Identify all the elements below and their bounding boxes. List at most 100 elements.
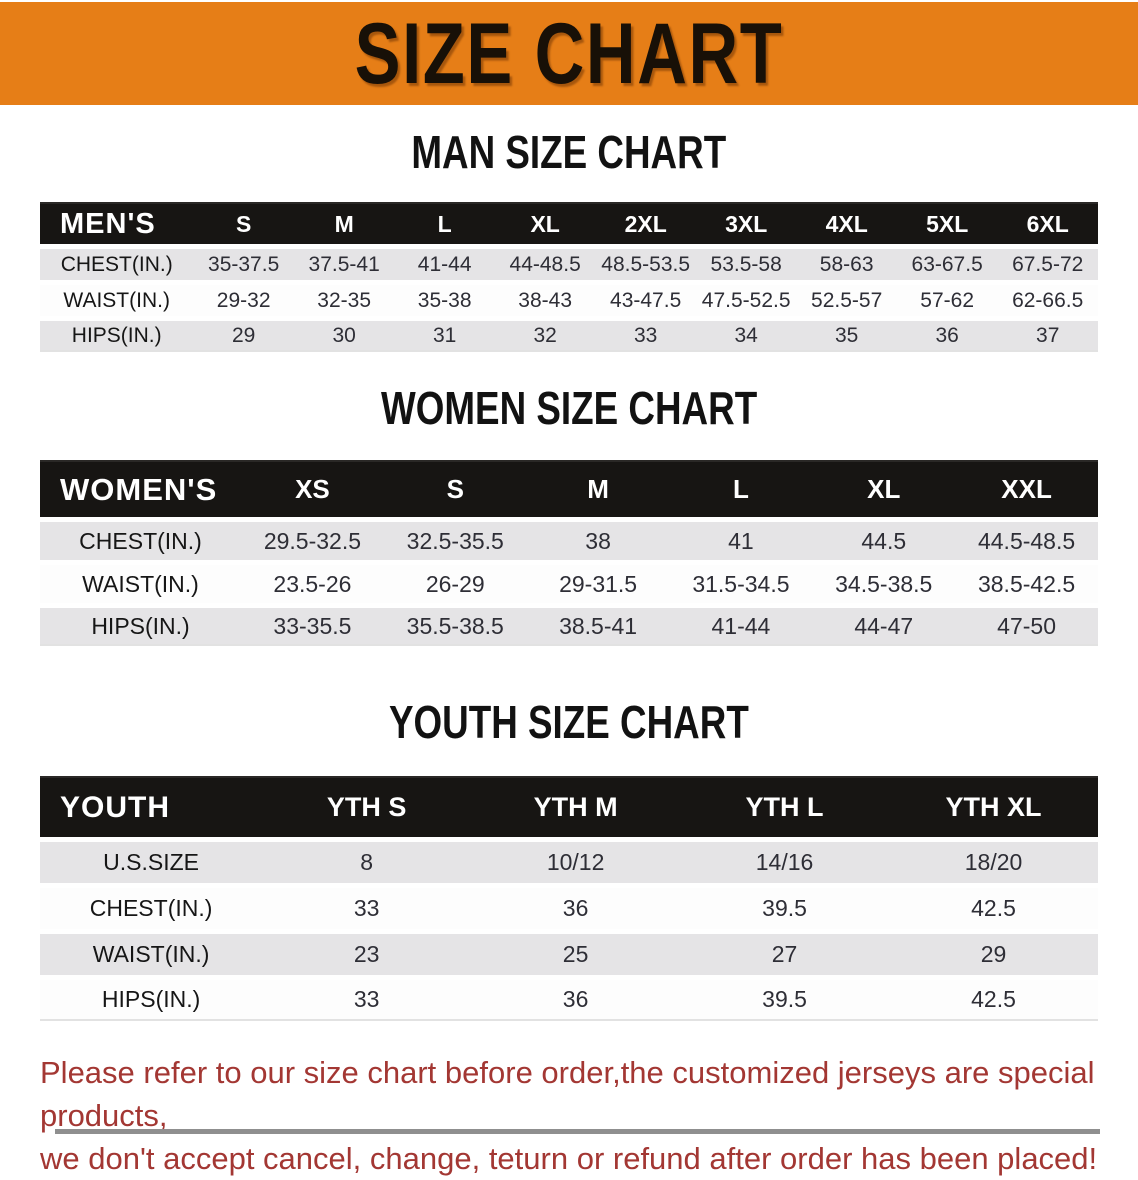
size-value-cell: 37 [997, 321, 1098, 352]
content: MAN SIZE CHART MEN'S S M L XL 2XL 3XL 4XL 5XL 6XL… [0, 129, 1138, 1180]
size-value-cell: 47-50 [955, 608, 1098, 646]
table-row: CHEST(IN.) 33 36 39.5 42.5 [40, 888, 1098, 929]
table-row: HIPS(IN.) 33-35.5 35.5-38.5 38.5-41 41-44 44-… [40, 608, 1098, 646]
table-group-label: WOMEN'S [40, 460, 242, 517]
size-value-cell: 67.5-72 [997, 249, 1098, 280]
size-column-header: M [526, 460, 670, 517]
row-label: WAIST(IN.) [40, 934, 263, 975]
row-label: CHEST(IN.) [40, 249, 194, 280]
size-value-cell: 39.5 [680, 888, 890, 929]
size-value-cell: 31.5-34.5 [669, 565, 813, 603]
table-group-label: MEN'S [40, 202, 194, 244]
size-column-header: XS [241, 460, 384, 517]
size-column-header: 4XL [796, 202, 897, 244]
table-row: U.S.SIZE 8 10/12 14/16 18/20 [40, 842, 1098, 883]
size-value-cell: 26-29 [383, 565, 527, 603]
size-value-cell: 23.5-26 [241, 565, 384, 603]
size-value-cell: 33 [262, 980, 472, 1021]
table-header-row: MEN'S S M L XL 2XL 3XL 4XL 5XL 6XL [40, 202, 1098, 244]
size-column-header: S [193, 202, 294, 244]
size-column-header: 2XL [595, 202, 696, 244]
size-value-cell: 27 [680, 934, 890, 975]
table-row: HIPS(IN.) 29 30 31 32 33 34 35 36 37 [40, 321, 1098, 352]
size-value-cell: 43-47.5 [595, 285, 696, 316]
size-value-cell: 30 [293, 321, 395, 352]
youth-size-chart-heading-text: YOUTH SIZE CHART [389, 696, 749, 748]
size-value-cell: 35-37.5 [193, 249, 294, 280]
table-header-row: WOMEN'S XS S M L XL XXL [40, 460, 1098, 517]
size-value-cell: 57-62 [896, 285, 998, 316]
size-value-cell: 35.5-38.5 [383, 608, 527, 646]
size-column-header: L [394, 202, 495, 244]
man-size-chart-heading-text: MAN SIZE CHART [411, 126, 727, 178]
size-value-cell: 39.5 [680, 980, 890, 1021]
size-column-header: YTH XL [889, 776, 1098, 837]
disclaimer-line-2: we don't accept cancel, change, teturn o… [40, 1140, 1098, 1176]
size-value-cell: 35 [796, 321, 897, 352]
size-value-cell: 25 [471, 934, 681, 975]
size-column-header: 6XL [997, 202, 1098, 244]
table-row: WAIST(IN.) 29-32 32-35 35-38 38-43 43-47.5 47.… [40, 285, 1098, 316]
row-label: WAIST(IN.) [40, 565, 242, 603]
size-value-cell: 18/20 [889, 842, 1098, 883]
size-value-cell: 34.5-38.5 [812, 565, 956, 603]
size-column-header: S [383, 460, 527, 517]
size-value-cell: 47.5-52.5 [695, 285, 797, 316]
size-value-cell: 41 [669, 522, 813, 560]
size-value-cell: 44-47 [812, 608, 956, 646]
row-label: HIPS(IN.) [40, 608, 242, 646]
size-value-cell: 38-43 [494, 285, 596, 316]
size-column-header: XL [812, 460, 956, 517]
size-column-header: 3XL [695, 202, 797, 244]
youth-size-chart-heading: YOUTH SIZE CHART [0, 699, 1138, 745]
size-column-header: XXL [955, 460, 1098, 517]
row-label: HIPS(IN.) [40, 321, 194, 352]
row-label: U.S.SIZE [40, 842, 263, 883]
row-label: WAIST(IN.) [40, 285, 194, 316]
women-size-section: WOMEN SIZE CHART WOMEN'S XS S M L XL XXL CHEST(… [0, 385, 1138, 651]
size-column-header: XL [494, 202, 596, 244]
table-row: WAIST(IN.) 23.5-26 26-29 29-31.5 31.5-34.5 34… [40, 565, 1098, 603]
table-row: WAIST(IN.) 23 25 27 29 [40, 934, 1098, 975]
size-value-cell: 35-38 [394, 285, 495, 316]
size-value-cell: 38 [526, 522, 670, 560]
size-value-cell: 23 [262, 934, 472, 975]
size-value-cell: 48.5-53.5 [595, 249, 696, 280]
table-row: HIPS(IN.) 33 36 39.5 42.5 [40, 980, 1098, 1021]
size-value-cell: 33 [595, 321, 696, 352]
size-value-cell: 36 [471, 980, 681, 1021]
size-value-cell: 62-66.5 [997, 285, 1098, 316]
size-column-header: L [669, 460, 813, 517]
row-label: CHEST(IN.) [40, 888, 263, 929]
size-value-cell: 14/16 [680, 842, 890, 883]
size-value-cell: 33 [262, 888, 472, 929]
size-value-cell: 42.5 [889, 888, 1098, 929]
size-value-cell: 36 [471, 888, 681, 929]
disclaimer-line-1: Please refer to our size chart before or… [40, 1055, 1095, 1133]
size-value-cell: 32 [494, 321, 596, 352]
size-value-cell: 34 [695, 321, 797, 352]
size-value-cell: 52.5-57 [796, 285, 897, 316]
size-value-cell: 42.5 [889, 980, 1098, 1021]
size-value-cell: 63-67.5 [896, 249, 998, 280]
women-size-table: WOMEN'S XS S M L XL XXL CHEST(IN.) 29.5-32.5 32.5… [40, 455, 1098, 651]
men-size-table: MEN'S S M L XL 2XL 3XL 4XL 5XL 6XL CHEST(IN.) 35-37… [40, 197, 1098, 357]
banner: SIZE CHART [0, 2, 1138, 105]
row-label: HIPS(IN.) [40, 980, 263, 1021]
size-value-cell: 44.5 [812, 522, 956, 560]
size-value-cell: 38.5-41 [526, 608, 670, 646]
row-label: CHEST(IN.) [40, 522, 242, 560]
man-size-chart-heading: MAN SIZE CHART [0, 129, 1138, 175]
size-column-header: M [293, 202, 395, 244]
size-value-cell: 29.5-32.5 [241, 522, 384, 560]
size-column-header: 5XL [896, 202, 998, 244]
youth-size-table: YOUTH YTH S YTH M YTH L YTH XL U.S.SIZE 8 10/12… [40, 771, 1098, 1026]
women-size-chart-heading-text: WOMEN SIZE CHART [380, 382, 758, 434]
size-column-header: YTH S [262, 776, 472, 837]
size-value-cell: 10/12 [471, 842, 681, 883]
size-value-cell: 32-35 [293, 285, 395, 316]
size-value-cell: 29 [889, 934, 1098, 975]
size-column-header: YTH M [471, 776, 681, 837]
table-header-row: YOUTH YTH S YTH M YTH L YTH XL [40, 776, 1098, 837]
